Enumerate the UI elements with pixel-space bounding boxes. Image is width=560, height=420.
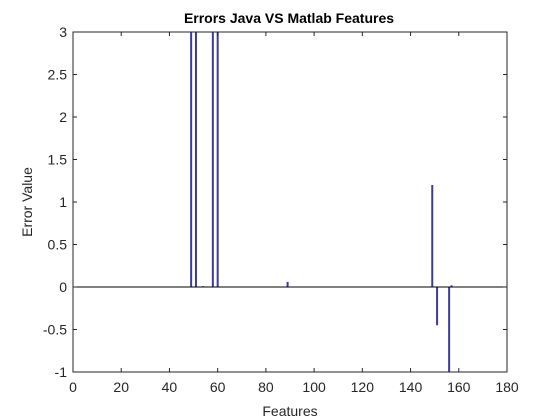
x-tick-label: 140: [399, 379, 423, 395]
y-tick-label: -1: [55, 364, 68, 380]
x-tick-label: 180: [495, 379, 519, 395]
bar: [194, 32, 197, 287]
y-axis-label: Error Value: [19, 167, 35, 237]
bar: [448, 287, 451, 372]
x-tick-label: 100: [302, 379, 326, 395]
x-tick-label: 80: [258, 379, 274, 395]
y-tick-label: 2: [59, 109, 67, 125]
x-tick-label: 120: [351, 379, 375, 395]
y-tick-label: 1.5: [48, 152, 68, 168]
bar: [190, 32, 193, 287]
bar: [436, 287, 439, 326]
x-axis-label: Features: [262, 403, 317, 419]
y-tick-label: 1: [59, 194, 67, 210]
y-tick-label: -0.5: [43, 322, 67, 338]
y-tick-label: 0: [59, 279, 67, 295]
bar: [450, 285, 453, 287]
x-tick-label: 40: [162, 379, 178, 395]
x-tick-label: 160: [447, 379, 471, 395]
x-tick-label: 0: [69, 379, 77, 395]
y-tick-label: 0.5: [48, 237, 68, 253]
bar: [286, 281, 289, 287]
x-axis-ticks: 0 20 40 60 80 100 120 140 160 180: [69, 32, 519, 395]
bar: [211, 32, 214, 287]
y-tick-label: 2.5: [48, 67, 68, 83]
bars-group: [190, 32, 453, 372]
y-tick-label: 3: [59, 24, 67, 40]
bar: [216, 32, 219, 287]
y-axis-ticks: -1 -0.5 0 0.5 1 1.5 2 2.5 3: [43, 24, 507, 380]
bar: [431, 185, 434, 287]
plot-area: [73, 32, 507, 372]
x-tick-label: 20: [113, 379, 129, 395]
chart-title: Errors Java VS Matlab Features: [184, 10, 394, 26]
x-tick-label: 60: [210, 379, 226, 395]
